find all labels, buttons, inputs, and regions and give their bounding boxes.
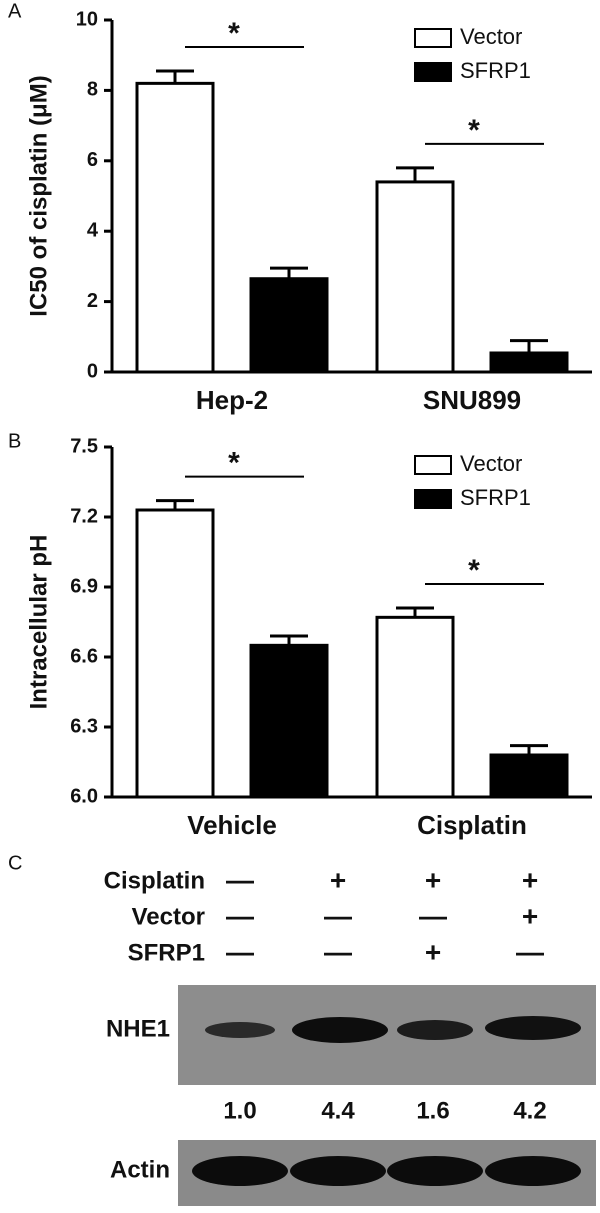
quantification: 1.0 [223, 1097, 256, 1124]
y-tick-label: 7.2 [70, 505, 98, 527]
row-label: Cisplatin [104, 867, 205, 894]
legend-label: Vector [460, 451, 522, 476]
quantification: 1.6 [416, 1097, 449, 1124]
y-tick-label: 2 [87, 290, 98, 312]
treatment-sign: — [226, 936, 254, 967]
treatment-sign: + [522, 864, 538, 895]
y-axis-label: Intracellular pH [25, 535, 52, 710]
panel-label: B [8, 430, 21, 452]
band [485, 1016, 581, 1040]
quantification: 4.4 [321, 1097, 355, 1124]
significance-mark: * [468, 114, 480, 147]
legend-label: Vector [460, 24, 522, 49]
x-tick-label: Cisplatin [417, 810, 527, 840]
panel-label: C [8, 852, 22, 874]
significance-mark: * [228, 447, 240, 480]
band-label: NHE1 [106, 1015, 170, 1042]
bar [135, 508, 215, 799]
treatment-sign: — [226, 900, 254, 931]
treatment-sign: — [226, 864, 254, 895]
y-tick-label: 10 [76, 8, 98, 30]
bar [375, 180, 455, 374]
bar [135, 81, 215, 374]
y-tick-label: 6.3 [70, 715, 98, 737]
treatment-sign: — [324, 900, 352, 931]
legend-swatch [414, 28, 452, 48]
legend-swatch [414, 455, 452, 475]
y-tick-label: 6 [87, 149, 98, 171]
x-tick-label: Vehicle [187, 810, 277, 840]
row-label: SFRP1 [128, 939, 205, 966]
treatment-sign: + [425, 936, 441, 967]
treatment-sign: — [419, 900, 447, 931]
legend-swatch [414, 489, 452, 509]
x-tick-label: Hep-2 [196, 385, 268, 415]
legend-label: SFRP1 [460, 58, 531, 83]
y-tick-label: 8 [87, 79, 98, 101]
treatment-sign: — [324, 936, 352, 967]
y-tick-label: 6.9 [70, 575, 98, 597]
y-tick-label: 0 [87, 360, 98, 382]
legend-swatch [414, 62, 452, 82]
significance-mark: * [228, 17, 240, 50]
y-tick-label: 7.5 [70, 435, 98, 457]
row-label: Vector [132, 903, 205, 930]
bar [375, 615, 455, 799]
loading-label: Actin [110, 1156, 170, 1183]
legend-label: SFRP1 [460, 485, 531, 510]
band [485, 1156, 581, 1186]
band [205, 1022, 275, 1038]
band [290, 1156, 386, 1186]
treatment-sign: — [516, 936, 544, 967]
bar [249, 643, 329, 799]
panel-label: A [8, 0, 22, 22]
x-tick-label: SNU899 [423, 385, 521, 415]
bar [489, 753, 569, 799]
y-tick-label: 4 [87, 219, 99, 241]
band [387, 1156, 483, 1186]
treatment-sign: + [425, 864, 441, 895]
treatment-sign: + [522, 900, 538, 931]
band [192, 1156, 288, 1186]
y-axis-label: IC50 of cisplatin (μM) [25, 75, 52, 316]
band [397, 1020, 473, 1040]
y-tick-label: 6.6 [70, 645, 98, 667]
band [292, 1017, 388, 1043]
y-tick-label: 6.0 [70, 785, 98, 807]
bar [489, 351, 569, 374]
significance-mark: * [468, 554, 480, 587]
treatment-sign: + [330, 864, 346, 895]
bar [249, 277, 329, 374]
quantification: 4.2 [513, 1097, 546, 1124]
